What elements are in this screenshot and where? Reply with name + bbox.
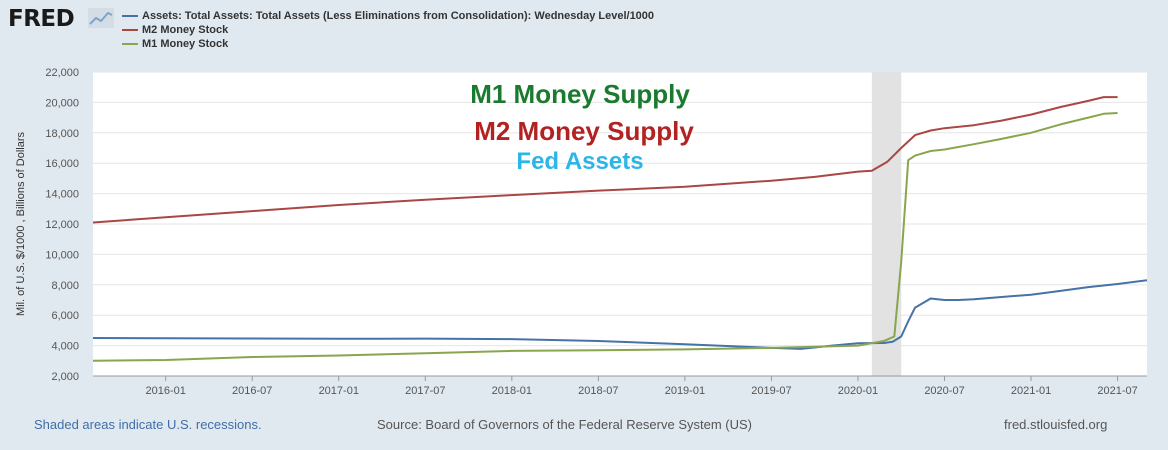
x-tick-label: 2018-07: [578, 385, 618, 397]
x-tick-label: 2020-01: [838, 385, 878, 397]
y-tick-label: 6,000: [51, 310, 79, 322]
x-tick-label: 2019-01: [665, 385, 705, 397]
y-axis-label: Mil. of U.S. $/1000 , Billions of Dollar…: [15, 131, 27, 316]
series-line-m1[interactable]: [92, 112, 1118, 362]
annotation-fed-assets: Fed Assets: [516, 148, 643, 175]
recession-shading: [871, 72, 902, 376]
y-tick-label: 22,000: [45, 67, 79, 79]
legend-item-m2[interactable]: M2 Money Stock: [122, 23, 654, 37]
chart-legend: Assets: Total Assets: Total Assets (Less…: [122, 9, 654, 51]
x-tick-label: 2016-01: [146, 385, 186, 397]
annotation-m2: M2 Money Supply: [474, 116, 694, 146]
y-tick-label: 4,000: [51, 341, 79, 353]
x-tick-label: 2018-01: [492, 385, 532, 397]
y-tick-label: 2,000: [51, 371, 79, 383]
x-tick-label: 2020-07: [924, 385, 964, 397]
y-tick-label: 12,000: [45, 219, 79, 231]
legend-label: M2 Money Stock: [142, 24, 229, 36]
legend-swatch: [122, 29, 138, 31]
series-line-fed-assets[interactable]: [92, 279, 1148, 350]
x-tick-label: 2017-01: [319, 385, 359, 397]
fred-chart-icon: [88, 8, 114, 28]
y-tick-label: 20,000: [45, 97, 79, 109]
y-tick-label: 14,000: [45, 189, 79, 201]
series-line-m2[interactable]: [92, 96, 1118, 224]
site-link[interactable]: fred.stlouisfed.org: [1004, 417, 1108, 432]
y-tick-label: 16,000: [45, 158, 79, 170]
legend-swatch: [122, 15, 138, 17]
x-tick-label: 2016-07: [232, 385, 272, 397]
x-tick-label: 2021-01: [1011, 385, 1051, 397]
x-tick-label: 2021-07: [1097, 385, 1137, 397]
recession-note: Shaded areas indicate U.S. recessions.: [34, 417, 262, 432]
annotation-m1: M1 Money Supply: [470, 79, 690, 109]
legend-item-fed-assets[interactable]: Assets: Total Assets: Total Assets (Less…: [122, 9, 654, 23]
y-tick-label: 10,000: [45, 249, 79, 261]
legend-label: Assets: Total Assets: Total Assets (Less…: [142, 10, 655, 22]
source-note: Source: Board of Governors of the Federa…: [377, 417, 752, 432]
y-tick-label: 18,000: [45, 128, 79, 140]
x-tick-label: 2017-07: [405, 385, 445, 397]
y-tick-label: 8,000: [51, 280, 79, 292]
legend-swatch: [122, 43, 138, 45]
x-tick-label: 2019-07: [751, 385, 791, 397]
fred-logo[interactable]: FRED: [8, 6, 75, 32]
legend-item-m1[interactable]: M1 Money Stock: [122, 37, 654, 51]
legend-label: M1 Money Stock: [142, 38, 229, 50]
